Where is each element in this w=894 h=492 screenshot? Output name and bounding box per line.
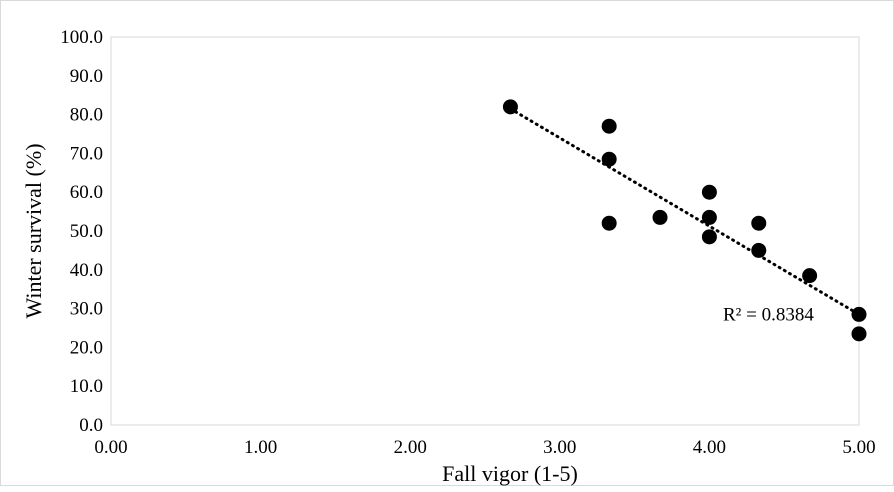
data-point <box>851 306 867 322</box>
y-tick-label: 20.0 <box>70 337 103 358</box>
y-tick-label: 30.0 <box>70 299 103 320</box>
y-tick-label: 60.0 <box>70 182 103 203</box>
x-tick-label: 1.00 <box>244 437 277 458</box>
plot-area-border <box>110 36 860 426</box>
x-tick-label: 5.00 <box>842 437 875 458</box>
data-point <box>751 215 767 231</box>
data-point <box>701 209 717 225</box>
data-point <box>751 242 767 258</box>
x-tick-label: 2.00 <box>394 437 427 458</box>
y-tick-label: 80.0 <box>70 105 103 126</box>
data-point <box>601 118 617 134</box>
x-tick-label: 3.00 <box>543 437 576 458</box>
data-point <box>601 215 617 231</box>
y-tick-label: 70.0 <box>70 143 103 164</box>
y-tick-label: 50.0 <box>70 221 103 242</box>
y-tick-label: 90.0 <box>70 66 103 87</box>
trendline-layer <box>508 107 861 316</box>
axes <box>110 36 860 426</box>
data-point <box>701 184 717 200</box>
x-axis-title: Fall vigor (1-5) <box>442 461 578 486</box>
data-point <box>601 151 617 167</box>
x-tick-label: 0.00 <box>94 437 127 458</box>
y-tick-label: 10.0 <box>70 376 103 397</box>
data-point <box>502 99 518 115</box>
y-tick-labels: 0.0 10.0 20.0 30.0 40.0 50.0 60.0 70.0 80.0 90.0 1… <box>60 27 103 436</box>
r-squared-label: R² = 0.8384 <box>723 304 814 325</box>
data-point <box>802 268 818 284</box>
data-point <box>851 326 867 342</box>
trendline <box>508 107 861 316</box>
y-tick-label: 0.0 <box>79 415 103 436</box>
data-point <box>701 229 717 245</box>
y-tick-label: 40.0 <box>70 260 103 281</box>
y-tick-label: 100.0 <box>60 27 103 48</box>
data-points <box>502 99 867 342</box>
y-axis-title: Winter survival (%) <box>21 143 46 318</box>
data-point <box>652 209 668 225</box>
x-tick-label: 4.00 <box>693 437 726 458</box>
x-tick-labels: 0.00 1.00 2.00 3.00 4.00 5.00 <box>94 437 875 458</box>
